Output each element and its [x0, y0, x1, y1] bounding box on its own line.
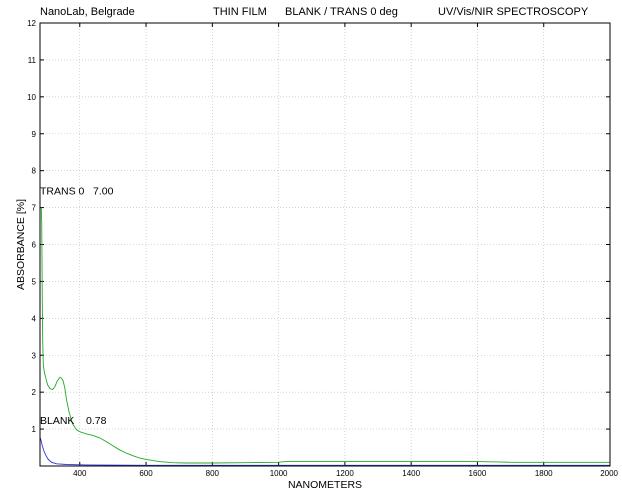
- header-sample: THIN FILM: [213, 6, 267, 18]
- x-tick-label: 1200: [336, 469, 354, 478]
- y-tick-label: 6: [32, 241, 37, 250]
- y-tick-label: 10: [27, 93, 36, 102]
- y-tick-label: 11: [28, 56, 37, 65]
- x-tick-label: 600: [139, 469, 153, 478]
- annotation-trans-value: 7.00: [93, 186, 114, 198]
- y-tick-label: 3: [32, 351, 37, 360]
- header-mode: BLANK / TRANS 0 deg: [285, 6, 398, 18]
- x-tick-label: 1400: [402, 469, 420, 478]
- series-line-trans-0: [40, 207, 610, 464]
- y-axis-label: ABSORBANCE [%]: [15, 199, 27, 290]
- x-tick-label: 1600: [469, 469, 487, 478]
- x-tick-label: 1800: [535, 469, 553, 478]
- grid-lines: [40, 22, 611, 466]
- annotation-trans-label: TRANS 0: [40, 186, 85, 198]
- x-tick-label: 400: [73, 469, 87, 478]
- y-tick-label: 5: [32, 277, 37, 286]
- header-lab: NanoLab, Belgrade: [40, 6, 135, 18]
- series-lines: [39, 207, 610, 466]
- series-line-blank: [39, 437, 610, 466]
- x-tick-label: 800: [206, 469, 220, 478]
- y-tick-label: 7: [32, 204, 37, 213]
- annotation-blank-value: 0.78: [86, 415, 107, 427]
- annotation-blank-label: BLANK: [40, 415, 74, 427]
- y-tick-label: 9: [32, 130, 37, 139]
- y-tick-label: 2: [32, 388, 37, 397]
- y-tick-label: 12: [27, 19, 36, 28]
- y-tick-label: 1: [32, 425, 37, 434]
- y-tick-label: 8: [32, 167, 37, 176]
- y-tick-label: 4: [32, 314, 37, 323]
- header-method: UV/Vis/NIR SPECTROSCOPY: [438, 6, 589, 18]
- x-tick-label: 1000: [270, 469, 288, 478]
- x-axis-label: NANOMETERS: [288, 479, 362, 490]
- plot-frame: [39, 22, 611, 467]
- x-tick-label: 2000: [600, 469, 618, 478]
